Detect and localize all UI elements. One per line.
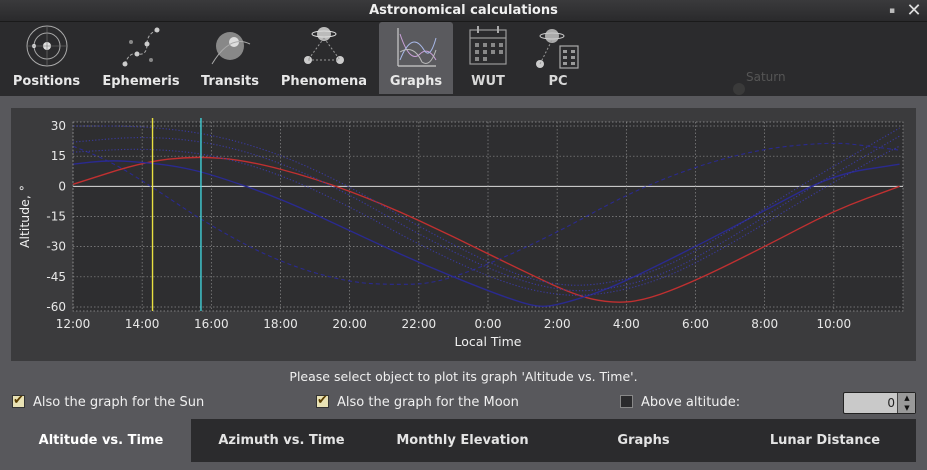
top-tab-bar: Positions Ephemeris Transits Phenomena [0,22,927,96]
altitude-chart-svg: 30 15 0 -15 -30 -45 -60 12:00 14:00 16:00 18:00 20:… [17,118,904,349]
tab-label: PC [548,74,568,89]
tab-lunar-distance[interactable]: Lunar Distance [769,433,881,448]
sun-graph-checkbox[interactable]: Also the graph for the Sun [12,393,205,413]
window-title: Astronomical calculations [369,3,558,18]
orbit-icon [26,25,67,67]
title-bar: Astronomical calculations ▪ ✕ [0,0,927,22]
tab-pc[interactable]: PC [532,22,584,94]
series-line-2 [72,142,900,285]
altitude-chart[interactable]: 30 15 0 -15 -30 -45 -60 12:00 14:00 16:00 18:00 20:… [11,108,916,361]
graph-icon [397,28,437,67]
x-tick-label: 12:00 [56,317,91,331]
tab-graphs[interactable]: Graphs [379,22,453,94]
tab-label: Transits [200,74,260,89]
series-line-4 [72,135,900,292]
transit-icon [211,32,251,65]
tab-azimuth-vs-time[interactable]: Azimuth vs. Time [218,433,345,448]
x-tick-label: 6:00 [682,317,709,331]
bottom-tab-bar: Altitude vs. Time Azimuth vs. Time Month… [11,419,916,462]
graphs-panel: 30 15 0 -15 -30 -45 -60 12:00 14:00 16:00 18:00 20:… [0,96,927,470]
planet-calculator-icon [536,29,579,69]
tab-positions[interactable]: Positions [8,22,85,94]
tab-label: Graphs [389,74,443,89]
tab-graphs-bottom[interactable]: Graphs [617,433,670,448]
close-icon[interactable]: ✕ [906,0,922,21]
tab-wut[interactable]: WUT [462,22,514,94]
above-altitude-label: Above altitude: [641,395,741,410]
series-line-5 [72,145,900,296]
y-tick-label: -30 [46,240,66,254]
x-tick-label: 18:00 [263,317,298,331]
background-planet-icon [733,83,745,95]
series-line-3 [72,125,900,286]
x-tick-label: 22:00 [402,317,437,331]
series-line-1 [72,160,900,308]
x-tick-label: 0:00 [475,317,502,331]
tab-ephemeris[interactable]: Ephemeris [98,22,184,94]
x-tick-label: 4:00 [613,317,640,331]
y-tick-label: -15 [46,210,66,224]
y-tick-label: 0 [58,179,66,193]
tab-monthly-elevation[interactable]: Monthly Elevation [396,433,529,448]
x-tick-label: 14:00 [125,317,160,331]
y-tick-label: -45 [46,270,66,284]
tab-phenomena[interactable]: Phenomena [276,22,372,94]
above-altitude-spinbox[interactable]: 0 ▲ ▼ [843,392,916,414]
checkbox-unchecked-icon[interactable] [620,395,633,408]
sun-graph-label: Also the graph for the Sun [33,395,205,410]
tab-transits[interactable]: Transits [196,22,264,94]
spin-down-icon[interactable]: ▼ [904,404,910,412]
plot-frame [72,121,904,312]
moon-graph-label: Also the graph for the Moon [337,395,519,410]
y-axis-label: Altitude, ° [17,185,32,248]
checkbox-checked-icon[interactable] [316,393,329,408]
conjunction-icon [304,27,344,64]
tab-label: WUT [471,74,505,89]
spin-up-icon[interactable]: ▲ [904,394,910,402]
pin-icon[interactable]: ▪ [889,6,896,16]
series-line-0 [72,156,900,303]
y-tick-label: -60 [46,300,66,314]
calendar-icon [469,26,507,65]
checkbox-checked-icon[interactable] [12,393,25,408]
x-tick-label: 16:00 [194,317,229,331]
spin-arrows: ▲ ▼ [897,393,915,413]
tab-label: Ephemeris [102,74,180,89]
y-tick-label: 15 [51,149,66,163]
x-tick-label: 20:00 [332,317,367,331]
y-tick-label: 30 [51,119,66,133]
x-tick-label: 10:00 [817,317,852,331]
x-tick-label: 8:00 [751,317,778,331]
tab-label: Positions [12,74,81,89]
hint-text: Please select object to plot its graph '… [289,369,638,384]
tab-altitude-vs-time[interactable]: Altitude vs. Time [11,419,191,462]
x-axis-label: Local Time [455,334,522,349]
tab-label: Phenomena [280,74,368,89]
above-altitude-value[interactable]: 0 [887,396,895,410]
ephemeris-path-icon [122,27,160,67]
above-altitude-checkbox[interactable]: Above altitude: [620,395,740,413]
background-planet-label: Saturn [746,70,786,84]
moon-graph-checkbox[interactable]: Also the graph for the Moon [316,393,519,413]
x-tick-label: 2:00 [544,317,571,331]
